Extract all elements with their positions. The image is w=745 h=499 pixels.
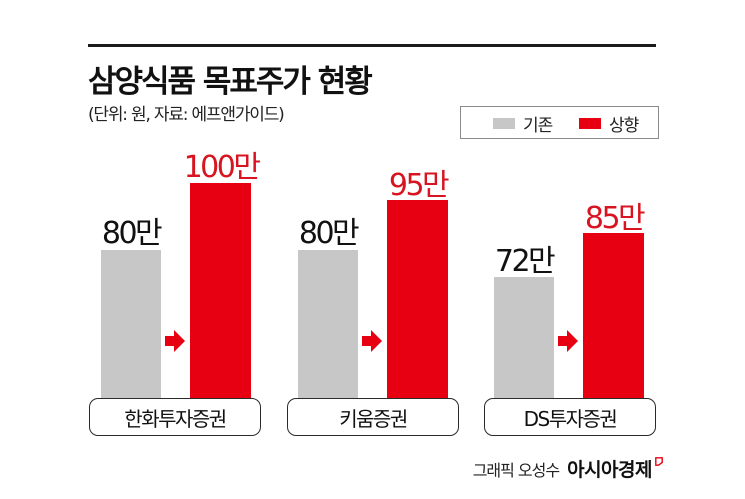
- bar-before-kiwoom: [298, 250, 358, 398]
- legend-swatch-after: [579, 118, 601, 129]
- legend-swatch-before: [493, 118, 515, 129]
- bar-after-hanwha: [190, 183, 251, 398]
- bar-after-kiwoom: [387, 200, 448, 398]
- legend-label-after: 상향: [609, 116, 639, 136]
- brand-logo-icon: [655, 457, 663, 466]
- value-label-after-hanwha: 100만: [183, 150, 261, 185]
- value-label-before-kiwoom: 80만: [298, 216, 360, 251]
- value-label-before-ds: 72만: [494, 244, 556, 279]
- bar-before-hanwha: [101, 250, 161, 398]
- value-label-after-kiwoom: 95만: [388, 168, 450, 203]
- legend-item-after: 상향: [579, 107, 639, 140]
- chart-title: 삼양식품 목표주가 현황: [88, 64, 373, 100]
- bar-before-ds: [494, 277, 554, 398]
- category-box-ds: DS투자증권: [484, 398, 656, 436]
- credit-author: 그래픽 오성수: [472, 461, 560, 480]
- category-label-kiwoom: 키움증권: [339, 406, 408, 431]
- credit-brand: 아시아경제: [567, 459, 652, 481]
- category-box-hanwha: 한화투자증권: [89, 398, 261, 436]
- value-label-after-ds: 85만: [584, 201, 646, 236]
- legend-label-before: 기존: [523, 116, 553, 136]
- top-rule: [88, 44, 656, 47]
- category-label-hanwha: 한화투자증권: [124, 406, 227, 431]
- legend-item-before: 기존: [493, 107, 553, 140]
- value-label-before-hanwha: 80만: [101, 216, 163, 251]
- bar-after-ds: [583, 233, 644, 398]
- legend: 기존 상향: [460, 106, 659, 139]
- arrow-right-icon: [362, 330, 382, 352]
- chart-subtitle: (단위: 원, 자료: 에프앤가이드): [88, 105, 285, 125]
- arrow-right-icon: [165, 330, 185, 352]
- category-box-kiwoom: 키움증권: [287, 398, 459, 436]
- arrow-right-icon: [558, 330, 578, 352]
- credit: 그래픽 오성수 아시아경제: [473, 455, 663, 482]
- category-label-ds: DS투자증권: [523, 406, 618, 431]
